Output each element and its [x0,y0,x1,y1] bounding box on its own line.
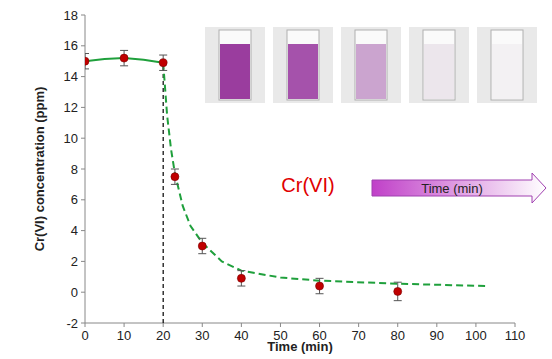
y-tick-label: 8 [71,162,78,177]
x-tick [280,323,281,327]
cuvette-frame [205,27,265,103]
x-tick-label: 10 [117,328,131,343]
y-tick [81,169,85,170]
cuvette [423,30,455,100]
cuvette [355,30,387,100]
x-tick [85,323,86,327]
data-point [120,54,128,62]
y-tick-label: 18 [64,8,78,23]
axes: 0102030405060708090100110-20246810121416… [64,8,526,344]
cuvette-inset [205,27,537,103]
cuvette-liquid [288,44,318,99]
cuvette-liquid [492,44,522,99]
y-tick [81,199,85,200]
x-tick [475,323,476,327]
data-point [394,287,402,295]
chart: 0102030405060708090100110-20246810121416… [0,0,552,359]
y-tick-label: 14 [64,69,78,84]
data-point [159,59,167,67]
y-tick [81,261,85,262]
x-tick-label: 80 [390,328,404,343]
data-point [198,242,206,250]
data-point [316,282,324,290]
data-point [237,274,245,282]
x-tick-label: 90 [430,328,444,343]
y-tick-label: 2 [71,254,78,269]
cuvette-frame [409,27,469,103]
x-axis-title: Time (min) [267,339,333,354]
x-tick [202,323,203,327]
x-tick [124,323,125,327]
reference-line [163,63,164,323]
y-tick-label: 10 [64,131,78,146]
x-tick-label: 0 [81,328,88,343]
time-arrow [372,173,546,203]
y-tick [81,45,85,46]
cuvette-liquid [356,44,386,99]
y-tick [81,230,85,231]
cuvette-frame [341,27,401,103]
error-bar [159,55,167,70]
x-tick [241,323,242,327]
y-axis-title: Cr(VI) concentration (ppm) [32,87,47,252]
x-axis-line [85,323,515,324]
y-tick-label: 16 [64,38,78,53]
x-tick [358,323,359,327]
x-tick-label: 110 [505,328,526,343]
error-bar [85,54,89,69]
data-point [85,57,89,65]
x-tick [319,323,320,327]
annotation: Cr(VI) [281,174,334,196]
error-bar [171,169,179,184]
y-tick-label: -2 [66,316,78,331]
error-bar [237,271,245,286]
cuvette-frame [477,27,537,103]
x-tick-label: 30 [195,328,209,343]
cuvette [219,30,251,100]
x-tick-label: 20 [156,328,170,343]
y-tick [81,138,85,139]
y-tick [81,107,85,108]
cuvette [287,30,319,100]
plot-area [85,50,488,323]
error-bar [120,50,128,65]
x-tick-label: 100 [465,328,487,343]
y-tick-label: 12 [64,100,78,115]
cuvette [491,30,523,100]
error-bar [316,278,324,293]
y-tick-label: 6 [71,192,78,207]
cuvette-liquid [424,44,454,99]
y-tick [81,292,85,293]
x-tick [436,323,437,327]
error-bar [394,282,402,300]
x-tick [515,323,516,327]
y-tick-label: 4 [71,223,78,238]
x-tick [163,323,164,327]
annotation: Time (min) [421,181,483,196]
x-tick-label: 70 [351,328,365,343]
error-bar [198,238,206,253]
x-tick [397,323,398,327]
y-tick-label: 0 [71,285,78,300]
y-tick [81,76,85,77]
x-tick-label: 40 [234,328,248,343]
y-tick [81,15,85,16]
cuvette-liquid [220,44,250,99]
fit-line [163,63,487,286]
data-point [171,173,179,181]
y-tick [81,323,85,324]
cuvette-frame [273,27,333,103]
